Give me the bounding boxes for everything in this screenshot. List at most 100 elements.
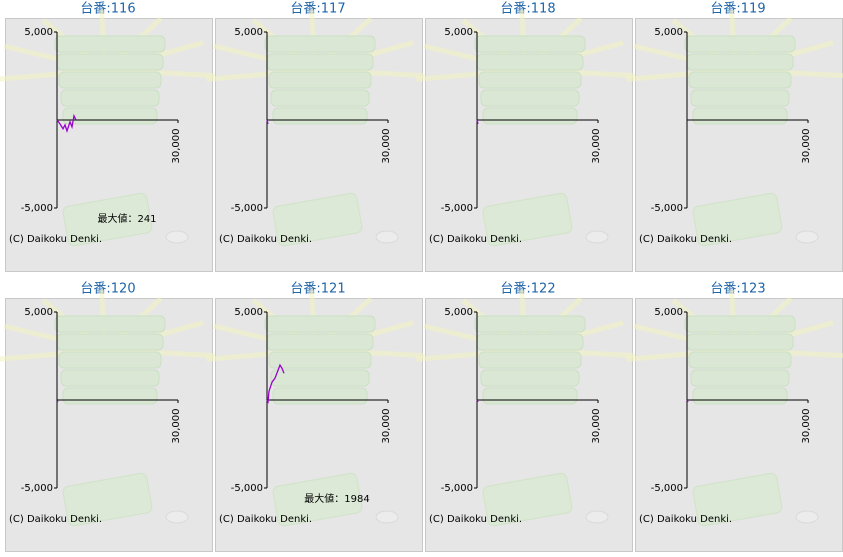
y-tick-label: -5,000: [441, 483, 473, 494]
y-tick-label: 5,000: [24, 27, 53, 38]
tray: [474, 35, 586, 53]
series-line: [266, 119, 269, 125]
chart-panel: 台番:117 5,000 -5,000 30,000 (C) Daikoku Denki…: [206, 2, 425, 272]
tray: [684, 315, 796, 333]
dish: [375, 230, 399, 244]
tray: [476, 333, 584, 351]
copyright: (C) Daikoku Denki.: [9, 234, 102, 245]
series-line: [686, 399, 689, 403]
y-tick-label: 5,000: [24, 307, 53, 318]
chart-panel: 台番:120 5,000 -5,000 30,000 (C) Daikoku Denki…: [0, 282, 215, 552]
dish: [585, 230, 609, 244]
max-annotation: 最大値：1984: [304, 492, 369, 505]
dish: [165, 510, 189, 524]
y-tick-label: 5,000: [654, 307, 683, 318]
tray: [62, 107, 158, 125]
background-art: [0, 289, 215, 527]
tray: [264, 315, 376, 333]
chart-title: 台番:117: [290, 2, 345, 17]
tray: [58, 71, 162, 89]
tray: [268, 351, 372, 369]
tray: [480, 369, 580, 387]
box: [62, 192, 153, 247]
box: [692, 472, 783, 527]
copyright: (C) Daikoku Denki.: [219, 234, 312, 245]
tray: [692, 107, 788, 125]
background-art: [206, 289, 425, 527]
series-line: [476, 119, 479, 125]
dish: [585, 510, 609, 524]
dish: [375, 510, 399, 524]
ray: [734, 347, 843, 359]
x-tick-label: 30,000: [171, 409, 182, 444]
tray: [58, 351, 162, 369]
tray: [686, 53, 794, 71]
tray: [60, 369, 160, 387]
chart-panel: 台番:118 5,000 -5,000 30,000 (C) Daikoku Denki…: [416, 2, 635, 272]
y-tick-label: 5,000: [234, 307, 263, 318]
tray: [480, 89, 580, 107]
background-art: [416, 9, 635, 247]
dish: [795, 230, 819, 244]
x-tick-label: 30,000: [801, 409, 812, 444]
x-tick-label: 30,000: [381, 129, 392, 164]
y-tick-label: 5,000: [654, 27, 683, 38]
tray: [264, 35, 376, 53]
tray: [60, 89, 160, 107]
chart-title: 台番:116: [80, 2, 135, 17]
tray: [688, 351, 792, 369]
y-tick-label: -5,000: [21, 203, 53, 214]
tray: [478, 71, 582, 89]
chart-title: 台番:118: [500, 2, 555, 17]
chart-panel: 台番:116 5,000 -5,000 30,000 最大値：241 (C) Daikok…: [0, 2, 215, 272]
x-tick-label: 30,000: [591, 129, 602, 164]
tray: [270, 369, 370, 387]
tray: [476, 53, 584, 71]
tray: [56, 333, 164, 351]
tray: [266, 333, 374, 351]
chart-title: 台番:121: [290, 282, 345, 297]
ray: [524, 67, 635, 79]
box: [482, 472, 573, 527]
tray: [272, 387, 368, 405]
ray: [314, 347, 425, 359]
background-art: [206, 9, 425, 247]
chart-title: 台番:123: [710, 282, 765, 297]
tray: [684, 35, 796, 53]
x-tick-label: 30,000: [171, 129, 182, 164]
tray: [266, 53, 374, 71]
x-tick-label: 30,000: [801, 129, 812, 164]
tray: [56, 53, 164, 71]
max-annotation: 最大値：241: [97, 212, 156, 225]
y-tick-label: -5,000: [651, 483, 683, 494]
copyright: (C) Daikoku Denki.: [639, 234, 732, 245]
x-tick-label: 30,000: [591, 409, 602, 444]
series-line: [476, 399, 479, 403]
chart-title: 台番:122: [500, 282, 555, 297]
ray: [314, 67, 425, 79]
tray: [482, 107, 578, 125]
tray: [270, 89, 370, 107]
box: [482, 192, 573, 247]
ray: [524, 347, 635, 359]
tray: [690, 369, 790, 387]
ray: [104, 67, 215, 79]
dish: [165, 230, 189, 244]
chart-panel: 台番:122 5,000 -5,000 30,000 (C) Daikoku Denki…: [416, 282, 635, 552]
ray: [734, 67, 843, 79]
y-tick-label: 5,000: [234, 27, 263, 38]
tray: [272, 107, 368, 125]
y-tick-label: -5,000: [441, 203, 473, 214]
tray: [482, 387, 578, 405]
chart-panel: 台番:123 5,000 -5,000 30,000 (C) Daikoku Denki…: [626, 282, 843, 552]
y-tick-label: 5,000: [444, 27, 473, 38]
box: [272, 192, 363, 247]
series-line: [266, 363, 285, 404]
tray: [62, 387, 158, 405]
y-tick-label: -5,000: [21, 483, 53, 494]
tray: [54, 315, 166, 333]
tray: [688, 71, 792, 89]
tray: [692, 387, 788, 405]
chart-title: 台番:119: [710, 2, 765, 17]
